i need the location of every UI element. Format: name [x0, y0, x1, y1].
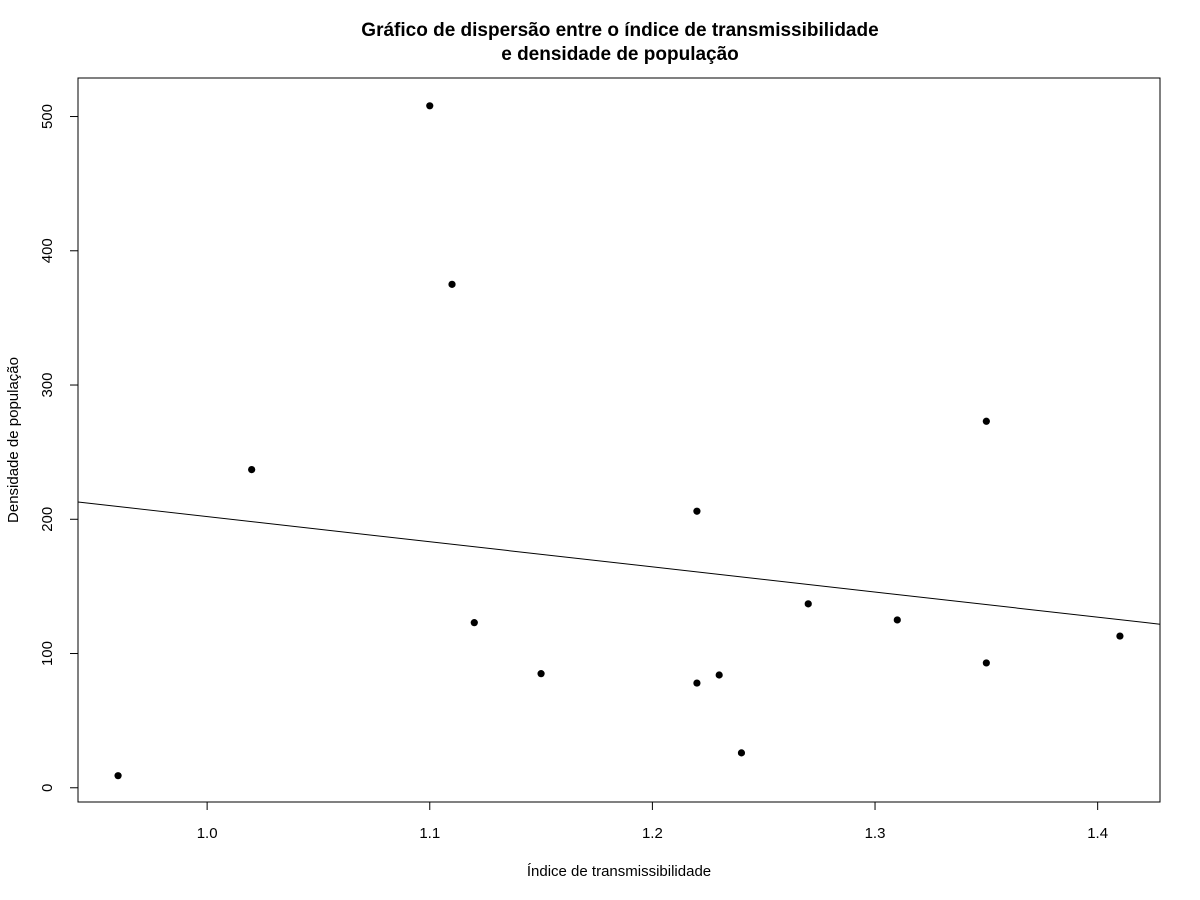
regression-line	[77, 501, 1161, 625]
data-point	[426, 102, 434, 110]
plot-frame	[77, 77, 1161, 803]
y-tick-label: 300	[39, 373, 56, 398]
data-point	[248, 466, 256, 474]
data-point	[1116, 632, 1124, 640]
data-point	[893, 616, 901, 624]
x-axis: 1.0 1.1 1.2 1.3 1.4	[197, 801, 1108, 842]
x-tick-label: 1.4	[1087, 825, 1108, 842]
data-point	[114, 772, 122, 780]
data-point	[448, 280, 456, 288]
x-tick-label: 1.1	[419, 825, 440, 842]
x-tick-label: 1.2	[642, 825, 663, 842]
data-point	[715, 671, 723, 679]
data-points	[114, 102, 1124, 780]
x-tick-label: 1.3	[865, 825, 886, 842]
data-point	[693, 679, 701, 687]
data-point	[693, 507, 701, 515]
y-tick-label: 200	[39, 507, 56, 532]
data-point	[537, 670, 545, 678]
y-axis-label: Densidade de população	[5, 357, 22, 523]
y-tick-label: 400	[39, 238, 56, 263]
y-tick-label: 500	[39, 104, 56, 129]
y-tick-label: 100	[39, 641, 56, 666]
chart-title: Gráfico de dispersão entre o índice de t…	[361, 20, 878, 65]
chart-title-line-1: Gráfico de dispersão entre o índice de t…	[361, 20, 878, 41]
chart-title-line-2: e densidade de população	[501, 44, 739, 65]
y-tick-label: 0	[39, 784, 56, 792]
data-point	[804, 600, 812, 608]
data-point	[982, 417, 990, 425]
data-point	[470, 619, 478, 627]
data-point	[982, 659, 990, 667]
y-axis: 0 100 200 300 400 500	[39, 104, 79, 792]
regression-line-path	[77, 501, 1161, 625]
x-tick-label: 1.0	[197, 825, 218, 842]
x-axis-label: Índice de transmissibilidade	[527, 863, 711, 880]
data-point	[737, 749, 746, 757]
